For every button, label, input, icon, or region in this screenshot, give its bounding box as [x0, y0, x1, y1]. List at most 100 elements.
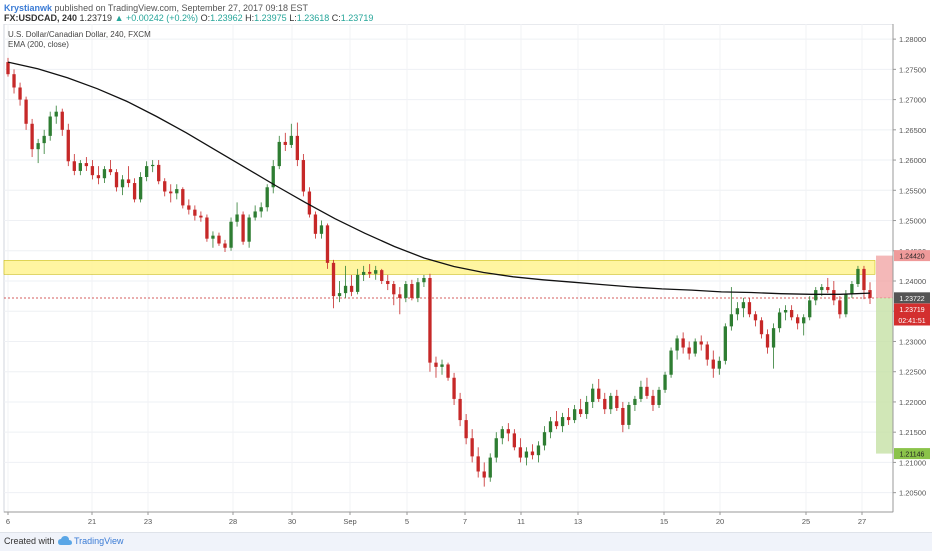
candle-body [464, 420, 468, 439]
candle-body [729, 314, 734, 327]
time-axis[interactable]: 6 21 23 28 30 Sep 5 7 11 13 15 20 25 27 [4, 511, 893, 526]
candle-body [675, 338, 679, 351]
candle-body [307, 191, 312, 215]
candle-body [440, 364, 444, 367]
candle-body [452, 377, 456, 399]
candle-body [404, 284, 408, 298]
candle-body [361, 271, 366, 275]
y-tick-label: 1.26000 [899, 156, 926, 165]
candle-body [410, 284, 414, 298]
candle-body [868, 290, 872, 298]
candle-body [199, 215, 203, 218]
x-tick-label: 21 [88, 517, 96, 526]
candle-body [657, 389, 661, 405]
candle-body [759, 320, 764, 335]
close-value: 1.23719 [340, 13, 374, 23]
symbol-label[interactable]: FX:USDCAD, 240 [4, 13, 78, 23]
candle-body [530, 451, 535, 456]
candle-body [765, 334, 770, 348]
candle-body [54, 111, 58, 117]
candle-body [277, 141, 281, 167]
candle-body [585, 401, 589, 415]
candle-body [633, 398, 637, 405]
candle-body [271, 166, 275, 188]
price-tag: 1.21146 [900, 452, 925, 459]
candle-body [603, 398, 607, 410]
candle-body [374, 270, 378, 274]
price-tag: 1.23722 [899, 296, 924, 303]
legend-indicator: EMA (200, close) [8, 40, 69, 49]
stop-loss-zone [876, 255, 893, 298]
candle-body [66, 129, 70, 162]
x-tick-label: 25 [802, 517, 810, 526]
candle-body [572, 409, 577, 421]
price-tag: 1.24420 [899, 254, 924, 261]
x-tick-label: 15 [660, 517, 668, 526]
candle-body [289, 135, 293, 145]
candle-body [175, 189, 179, 194]
price-tag-bg [894, 303, 930, 315]
x-tick-label: 5 [405, 517, 409, 526]
candle-body [771, 328, 776, 348]
candle-body [735, 308, 740, 315]
publish-text: published on TradingView.com, September … [54, 3, 309, 13]
candle-body [753, 314, 758, 321]
candle-body [808, 300, 812, 318]
candles [6, 57, 872, 487]
candle-body [84, 163, 89, 167]
author-link[interactable]: Krystianwk [4, 3, 53, 13]
x-tick-label: 6 [6, 517, 10, 526]
candle-body [832, 290, 836, 301]
candle-body [548, 421, 553, 433]
y-tick-label: 1.22000 [899, 398, 926, 407]
candle-body [331, 262, 336, 297]
candle-body [741, 302, 746, 309]
candle-body [434, 362, 438, 367]
open-label: O: [200, 13, 211, 23]
candle-body [78, 163, 82, 171]
y-tick-label: 1.28000 [899, 35, 926, 44]
tradingview-link[interactable]: TradingView [74, 536, 124, 546]
candle-body [566, 417, 571, 421]
candle-body [48, 116, 52, 136]
candle-body [259, 207, 263, 212]
support-zone [3, 260, 876, 275]
price-labels: 1.24420 1.23722 1.23719 02:41:51 1.21146 [894, 250, 930, 460]
candle-body [42, 135, 46, 144]
x-tick-label: 27 [858, 517, 866, 526]
candle-body [126, 179, 131, 184]
chart-header: Krystianwk published on TradingView.com,… [0, 0, 932, 24]
candle-body [355, 274, 360, 292]
y-tick-label: 1.23000 [899, 337, 926, 346]
candle-body [36, 143, 40, 150]
price-chart[interactable]: U.S. Dollar/Canadian Dollar, 240, FXCM E… [0, 24, 932, 532]
price-axis[interactable]: 1.28000 1.27500 1.27000 1.26500 1.26000 1.255… [892, 24, 926, 512]
tradingview-cloud-icon[interactable] [58, 535, 72, 547]
candle-body [187, 205, 191, 210]
candle-body [205, 217, 209, 239]
candle-body [470, 438, 474, 457]
candle-body [301, 160, 306, 192]
candle-body [506, 429, 510, 434]
candle-body [392, 284, 396, 295]
candle-body [60, 111, 64, 130]
candle-body [181, 189, 185, 206]
candle-body [120, 179, 125, 188]
y-tick-label: 1.22500 [899, 368, 926, 377]
x-tick-label: Sep [343, 517, 356, 526]
publish-info: Krystianwk published on TradingView.com,… [4, 3, 308, 13]
chart-legend: U.S. Dollar/Canadian Dollar, 240, FXCM E… [8, 30, 151, 49]
price-tag: 02:41:51 [898, 318, 925, 325]
footer: Created with TradingView [0, 532, 932, 551]
y-tick-label: 1.26500 [899, 126, 926, 135]
candle-body [325, 225, 330, 263]
candle-body [428, 277, 432, 363]
candle-body [163, 181, 167, 192]
candle-body [711, 359, 715, 369]
candle-body [313, 214, 318, 234]
candle-body [12, 74, 16, 88]
candle-body [802, 317, 806, 324]
x-tick-label: 11 [517, 517, 525, 526]
last-price: 1.23719 [79, 13, 113, 23]
high-label: H: [245, 13, 255, 23]
